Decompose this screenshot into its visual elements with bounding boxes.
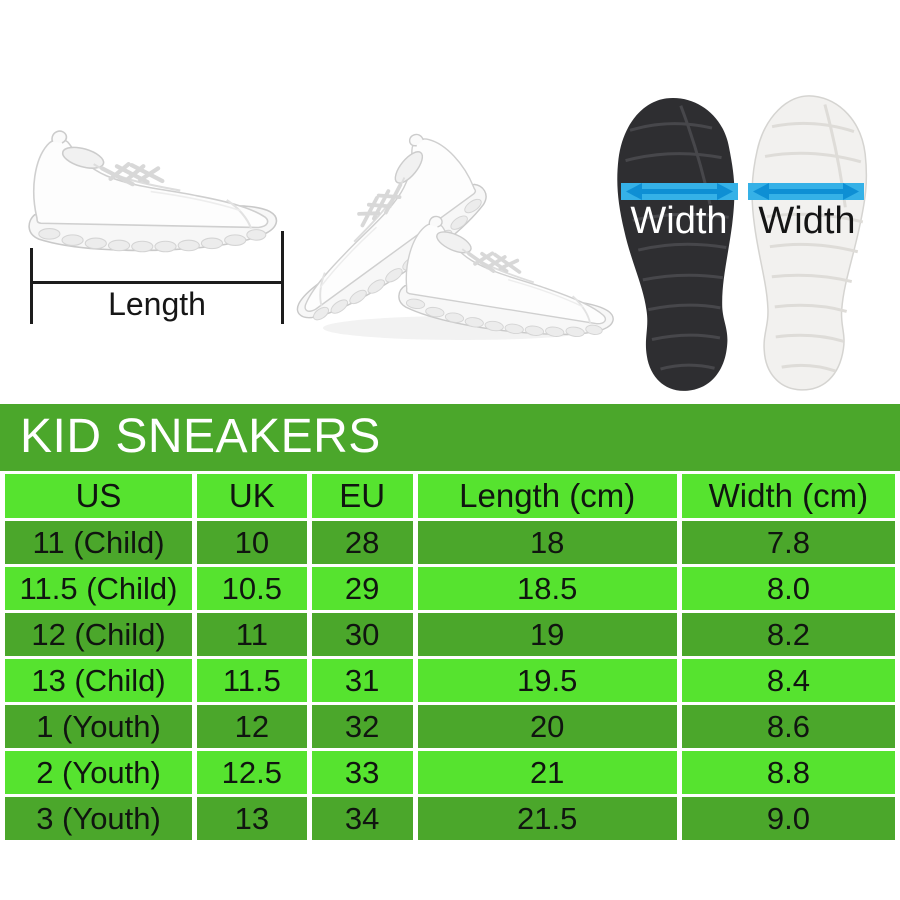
table-cell: 28 bbox=[311, 521, 413, 564]
table-row: 11.5 (Child) 10.5 29 18.5 8.0 bbox=[5, 567, 895, 610]
table-cell: 11.5 (Child) bbox=[5, 567, 193, 610]
table-cell: 13 (Child) bbox=[5, 659, 193, 702]
table-row: 1 (Youth) 12 32 20 8.6 bbox=[5, 705, 895, 748]
table-cell: 29 bbox=[311, 567, 413, 610]
table-cell: 9.0 bbox=[681, 797, 895, 840]
white-sole: Width bbox=[748, 95, 868, 391]
width-arrow-icon bbox=[753, 183, 859, 200]
bracket-left-tick bbox=[30, 248, 33, 324]
sneaker-pair-photo bbox=[283, 117, 615, 349]
table-cell: 11 bbox=[197, 613, 307, 656]
width-label-white-sole: Width bbox=[758, 200, 855, 242]
length-label: Length bbox=[108, 286, 206, 322]
table-cell: 11 (Child) bbox=[5, 521, 193, 564]
column-header: US bbox=[5, 474, 193, 518]
table-cell: 8.6 bbox=[681, 705, 895, 748]
table-cell: 34 bbox=[311, 797, 413, 840]
table-row: 13 (Child) 11.5 31 19.5 8.4 bbox=[5, 659, 895, 702]
table-row: 11 (Child) 10 28 18 7.8 bbox=[5, 521, 895, 564]
header-row: US UK EU Length (cm) Width (cm) bbox=[5, 474, 895, 518]
column-header: UK bbox=[197, 474, 307, 518]
page-title: KID SNEAKERS bbox=[20, 410, 381, 463]
table-cell: 32 bbox=[311, 705, 413, 748]
table-cell: 19 bbox=[417, 613, 677, 656]
title-band: KID SNEAKERS bbox=[0, 404, 900, 471]
table-cell: 12 bbox=[197, 705, 307, 748]
bracket-line bbox=[30, 281, 284, 284]
column-header: EU bbox=[311, 474, 413, 518]
table-cell: 20 bbox=[417, 705, 677, 748]
table-cell: 8.0 bbox=[681, 567, 895, 610]
column-header: Length (cm) bbox=[417, 474, 677, 518]
table-cell: 2 (Youth) bbox=[5, 751, 193, 794]
length-bracket-icon: Length bbox=[30, 230, 284, 326]
table-cell: 10.5 bbox=[197, 567, 307, 610]
table-cell: 13 bbox=[197, 797, 307, 840]
table-cell: 12.5 bbox=[197, 751, 307, 794]
table-cell: 8.8 bbox=[681, 751, 895, 794]
table-cell: 12 (Child) bbox=[5, 613, 193, 656]
black-sole: Width bbox=[617, 98, 738, 391]
bracket-right-tick bbox=[281, 231, 284, 324]
column-header: Width (cm) bbox=[681, 474, 895, 518]
table-cell: 8.2 bbox=[681, 613, 895, 656]
table-cell: 1 (Youth) bbox=[5, 705, 193, 748]
table-cell: 31 bbox=[311, 659, 413, 702]
table-cell: 7.8 bbox=[681, 521, 895, 564]
table-cell: 18.5 bbox=[417, 567, 677, 610]
table-cell: 3 (Youth) bbox=[5, 797, 193, 840]
table-cell: 30 bbox=[311, 613, 413, 656]
table-cell: 18 bbox=[417, 521, 677, 564]
width-arrow-icon bbox=[626, 183, 733, 200]
table-cell: 33 bbox=[311, 751, 413, 794]
table-cell: 10 bbox=[197, 521, 307, 564]
soles-photo: Width Width bbox=[617, 95, 868, 391]
size-chart-table: US UK EU Length (cm) Width (cm) 11 (Chil… bbox=[0, 471, 900, 843]
table-row: 12 (Child) 11 30 19 8.2 bbox=[5, 613, 895, 656]
table-cell: 19.5 bbox=[417, 659, 677, 702]
width-label-black-sole: Width bbox=[630, 200, 727, 242]
table-row: 2 (Youth) 12.5 33 21 8.8 bbox=[5, 751, 895, 794]
table-row: 3 (Youth) 13 34 21.5 9.0 bbox=[5, 797, 895, 840]
table-cell: 8.4 bbox=[681, 659, 895, 702]
table-cell: 21.5 bbox=[417, 797, 677, 840]
table-cell: 11.5 bbox=[197, 659, 307, 702]
table-cell: 21 bbox=[417, 751, 677, 794]
